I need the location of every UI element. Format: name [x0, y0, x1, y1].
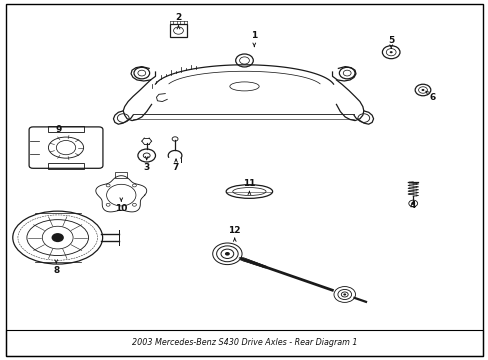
- Text: 8: 8: [53, 266, 59, 275]
- Circle shape: [224, 252, 229, 256]
- Text: 12: 12: [228, 226, 241, 235]
- Text: 9: 9: [55, 125, 62, 134]
- Text: 6: 6: [429, 93, 435, 102]
- Text: 2003 Mercedes-Benz S430 Drive Axles - Rear Diagram 1: 2003 Mercedes-Benz S430 Drive Axles - Re…: [131, 338, 357, 347]
- Bar: [169, 24, 187, 37]
- Bar: [48, 126, 83, 132]
- Bar: [6, 330, 482, 356]
- Circle shape: [410, 202, 414, 205]
- Bar: [48, 163, 83, 169]
- Circle shape: [421, 89, 424, 91]
- Circle shape: [51, 233, 64, 242]
- Text: 3: 3: [143, 163, 149, 172]
- Bar: [115, 172, 127, 178]
- Circle shape: [389, 51, 392, 53]
- Text: 5: 5: [387, 36, 393, 45]
- Circle shape: [343, 293, 346, 296]
- Text: 2: 2: [175, 13, 181, 22]
- Text: 1: 1: [251, 31, 257, 40]
- Text: 7: 7: [172, 163, 179, 172]
- Text: 4: 4: [409, 201, 416, 210]
- Text: 10: 10: [115, 204, 127, 213]
- Text: 11: 11: [243, 179, 255, 188]
